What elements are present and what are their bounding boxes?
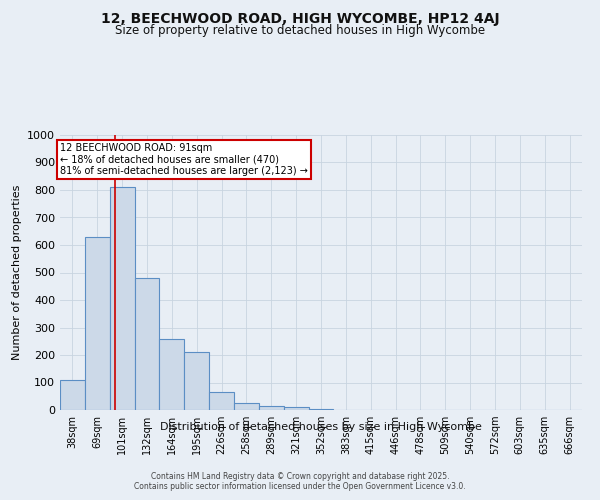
- Bar: [160, 338, 184, 410]
- Text: 12, BEECHWOOD ROAD, HIGH WYCOMBE, HP12 4AJ: 12, BEECHWOOD ROAD, HIGH WYCOMBE, HP12 4…: [101, 12, 499, 26]
- Bar: [209, 392, 234, 410]
- Bar: [259, 406, 284, 410]
- Text: Size of property relative to detached houses in High Wycombe: Size of property relative to detached ho…: [115, 24, 485, 37]
- Y-axis label: Number of detached properties: Number of detached properties: [11, 185, 22, 360]
- Text: Contains HM Land Registry data © Crown copyright and database right 2025.: Contains HM Land Registry data © Crown c…: [151, 472, 449, 481]
- Bar: [184, 352, 209, 410]
- Text: Distribution of detached houses by size in High Wycombe: Distribution of detached houses by size …: [160, 422, 482, 432]
- Bar: [134, 278, 160, 410]
- Bar: [110, 187, 134, 410]
- Bar: [60, 380, 85, 410]
- Bar: [85, 237, 110, 410]
- Text: 12 BEECHWOOD ROAD: 91sqm
← 18% of detached houses are smaller (470)
81% of semi-: 12 BEECHWOOD ROAD: 91sqm ← 18% of detach…: [60, 143, 308, 176]
- Bar: [234, 403, 259, 410]
- Text: Contains public sector information licensed under the Open Government Licence v3: Contains public sector information licen…: [134, 482, 466, 491]
- Bar: [284, 407, 308, 410]
- Bar: [308, 408, 334, 410]
